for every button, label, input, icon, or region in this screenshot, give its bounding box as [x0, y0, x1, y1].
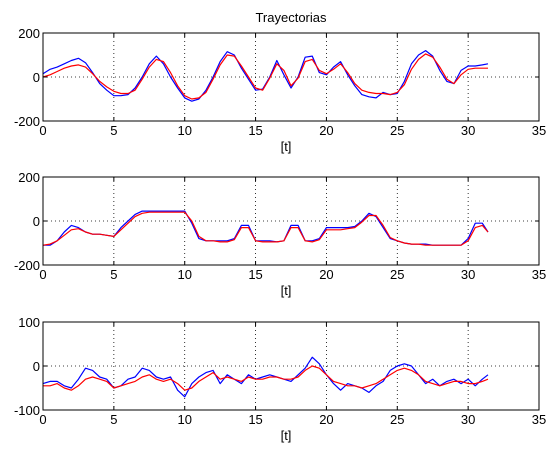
x-tick-label: 5 [110, 123, 117, 138]
x-tick-label: 30 [461, 267, 475, 282]
x-tick-label: 25 [390, 123, 404, 138]
y-tick-label: 0 [33, 214, 40, 229]
x-tick-label: 10 [177, 123, 191, 138]
y-tick-label: -100 [14, 403, 40, 418]
x-tick-label: 20 [319, 412, 333, 427]
series-line-red [42, 53, 488, 100]
x-tick-label: 25 [390, 412, 404, 427]
y-tick-label: 200 [18, 26, 40, 41]
x-tick-label: 35 [532, 412, 546, 427]
x-tick-label: 0 [39, 412, 46, 427]
x-tick-label: 5 [110, 267, 117, 282]
y-tick-label: 0 [33, 70, 40, 85]
x-tick-label: 35 [532, 123, 546, 138]
y-tick-label: -200 [14, 114, 40, 129]
x-tick-label: 30 [461, 412, 475, 427]
x-tick-label: 10 [177, 412, 191, 427]
x-tick-label: 20 [319, 267, 333, 282]
x-tick-label: 30 [461, 123, 475, 138]
x-tick-label: 0 [39, 267, 46, 282]
x-tick-label: 20 [319, 123, 333, 138]
y-tick-label: 200 [18, 170, 40, 185]
x-axis-label: [t] [281, 139, 292, 154]
x-tick-label: 15 [248, 412, 262, 427]
x-tick-label: 0 [39, 123, 46, 138]
series-line-red [43, 365, 489, 391]
x-tick-label: 5 [110, 412, 117, 427]
y-tick-label: 100 [18, 315, 40, 330]
x-axis-label: [t] [281, 283, 292, 298]
y-tick-label: -200 [14, 258, 40, 273]
x-tick-label: 25 [390, 267, 404, 282]
x-tick-label: 15 [248, 267, 262, 282]
x-axis-label: [t] [281, 428, 292, 443]
x-tick-label: 15 [248, 123, 262, 138]
x-tick-label: 10 [177, 267, 191, 282]
y-tick-label: 0 [33, 359, 40, 374]
x-tick-label: 35 [532, 267, 546, 282]
series-line-red [42, 211, 489, 246]
figure-title: Trayectorias [255, 10, 327, 25]
